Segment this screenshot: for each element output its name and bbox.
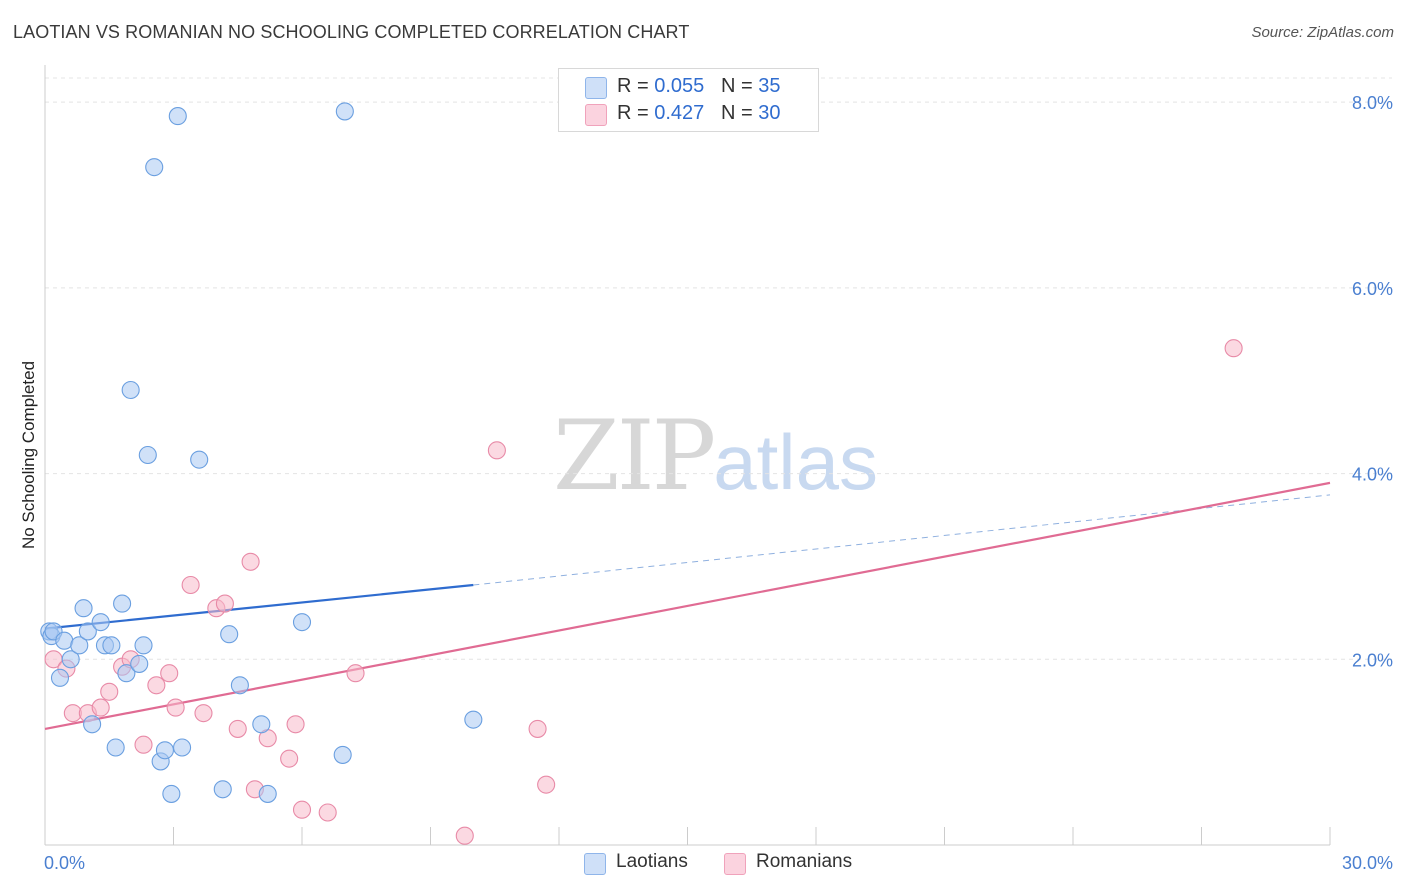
watermark-zip: ZIP bbox=[553, 400, 716, 512]
x-tick-label: 30.0% bbox=[1342, 853, 1393, 873]
laotians-point bbox=[213, 780, 232, 799]
laotians-point bbox=[168, 107, 187, 126]
romanians-point bbox=[228, 719, 247, 738]
laotians-point bbox=[292, 613, 312, 632]
x-tick-label: 0.0% bbox=[44, 853, 85, 873]
laotians-point bbox=[134, 636, 153, 655]
romanians-point bbox=[134, 735, 153, 754]
romanians-point bbox=[318, 803, 337, 822]
laotians-point bbox=[55, 631, 74, 650]
romanians-point bbox=[215, 594, 234, 613]
romanians-point bbox=[194, 704, 213, 723]
laotians-point bbox=[155, 741, 174, 760]
series-legend: Laotians Romanians bbox=[0, 851, 1406, 877]
romanians-point bbox=[346, 664, 365, 683]
watermark: ZIPatlas bbox=[553, 400, 878, 512]
laotians-point bbox=[61, 650, 80, 669]
legend-row-text: R = 0.427 N = 30 bbox=[617, 102, 780, 125]
r-value: 0.055 bbox=[654, 75, 705, 97]
laotians-point bbox=[102, 636, 121, 655]
watermark-atlas: atlas bbox=[713, 418, 878, 506]
laotians-point bbox=[333, 745, 352, 764]
romanians-swatch bbox=[724, 853, 746, 875]
y-tick-label: 8.0% bbox=[1352, 93, 1393, 113]
romanians-point bbox=[147, 676, 166, 695]
romanians-point bbox=[487, 441, 506, 460]
y-tick-label: 2.0% bbox=[1352, 650, 1393, 670]
laotians-point bbox=[173, 738, 192, 757]
correlation-legend: R = 0.055 N = 35 R = 0.427 N = 30 bbox=[558, 68, 819, 132]
laotians-point bbox=[130, 654, 149, 673]
laotians-point bbox=[117, 664, 136, 683]
laotians-point bbox=[138, 445, 157, 465]
laotians-point bbox=[190, 450, 209, 469]
romanians-point bbox=[537, 775, 556, 794]
laotians-point bbox=[220, 625, 239, 644]
grid-lines bbox=[45, 77, 1392, 660]
romanians-point bbox=[1224, 339, 1243, 358]
laotians-point bbox=[106, 738, 125, 757]
r-value: 0.427 bbox=[654, 102, 705, 124]
data-points bbox=[40, 102, 1243, 845]
laotians-point bbox=[50, 668, 70, 687]
laotians-point bbox=[113, 594, 132, 613]
laotians-point bbox=[74, 599, 93, 618]
romanians-point bbox=[160, 664, 179, 683]
laotians-point bbox=[252, 715, 271, 734]
romanians-swatch bbox=[585, 104, 607, 126]
laotians-point bbox=[464, 710, 483, 729]
r-label: R = bbox=[617, 102, 655, 124]
laotians-point bbox=[83, 715, 102, 734]
romanians-trend-line bbox=[44, 481, 1331, 731]
n-label: N = bbox=[720, 102, 759, 124]
n-label: N = bbox=[720, 75, 759, 97]
legend-label: Laotians bbox=[616, 851, 688, 872]
laotians-point bbox=[70, 636, 89, 655]
axis-labels: 2.0% 4.0% 6.0% 8.0% 0.0% 30.0% No Schooling Co… bbox=[19, 93, 1393, 873]
laotians-swatch bbox=[585, 77, 607, 99]
n-value: 35 bbox=[758, 75, 781, 97]
laotians-point bbox=[145, 158, 164, 177]
laotians-swatch bbox=[584, 853, 606, 875]
chart-title: LAOTIAN VS ROMANIAN NO SCHOOLING COMPLET… bbox=[13, 22, 690, 42]
y-tick-label: 4.0% bbox=[1352, 465, 1393, 485]
n-value: 30 bbox=[758, 102, 781, 124]
romanians-point bbox=[528, 719, 547, 738]
romanians-point bbox=[455, 826, 474, 845]
romanians-point bbox=[100, 682, 119, 701]
laotians-trend-line bbox=[44, 583, 474, 630]
romanians-point bbox=[280, 749, 299, 768]
laotians-point bbox=[121, 380, 140, 400]
laotians-point bbox=[162, 784, 181, 803]
romanians-point bbox=[241, 552, 260, 571]
source-label: Source: ZipAtlas.com bbox=[1251, 24, 1394, 41]
romanians-point bbox=[286, 715, 305, 734]
romanians-point bbox=[91, 698, 110, 717]
romanians-point bbox=[181, 575, 200, 595]
legend-row-text: R = 0.055 N = 35 bbox=[617, 75, 780, 98]
trend-lines bbox=[44, 481, 1331, 731]
laotians-point bbox=[335, 102, 354, 121]
laotians-point bbox=[78, 622, 97, 641]
laotians-point bbox=[91, 613, 110, 632]
legend-label: Romanians bbox=[756, 851, 853, 872]
y-axis-title: No Schooling Completed bbox=[19, 361, 38, 549]
r-label: R = bbox=[617, 75, 655, 97]
romanians-point bbox=[292, 800, 312, 819]
laotians-point bbox=[258, 784, 277, 803]
laotians-point bbox=[230, 676, 249, 695]
y-tick-label: 6.0% bbox=[1352, 279, 1393, 299]
axes bbox=[44, 65, 1331, 846]
romanians-point bbox=[166, 698, 185, 717]
